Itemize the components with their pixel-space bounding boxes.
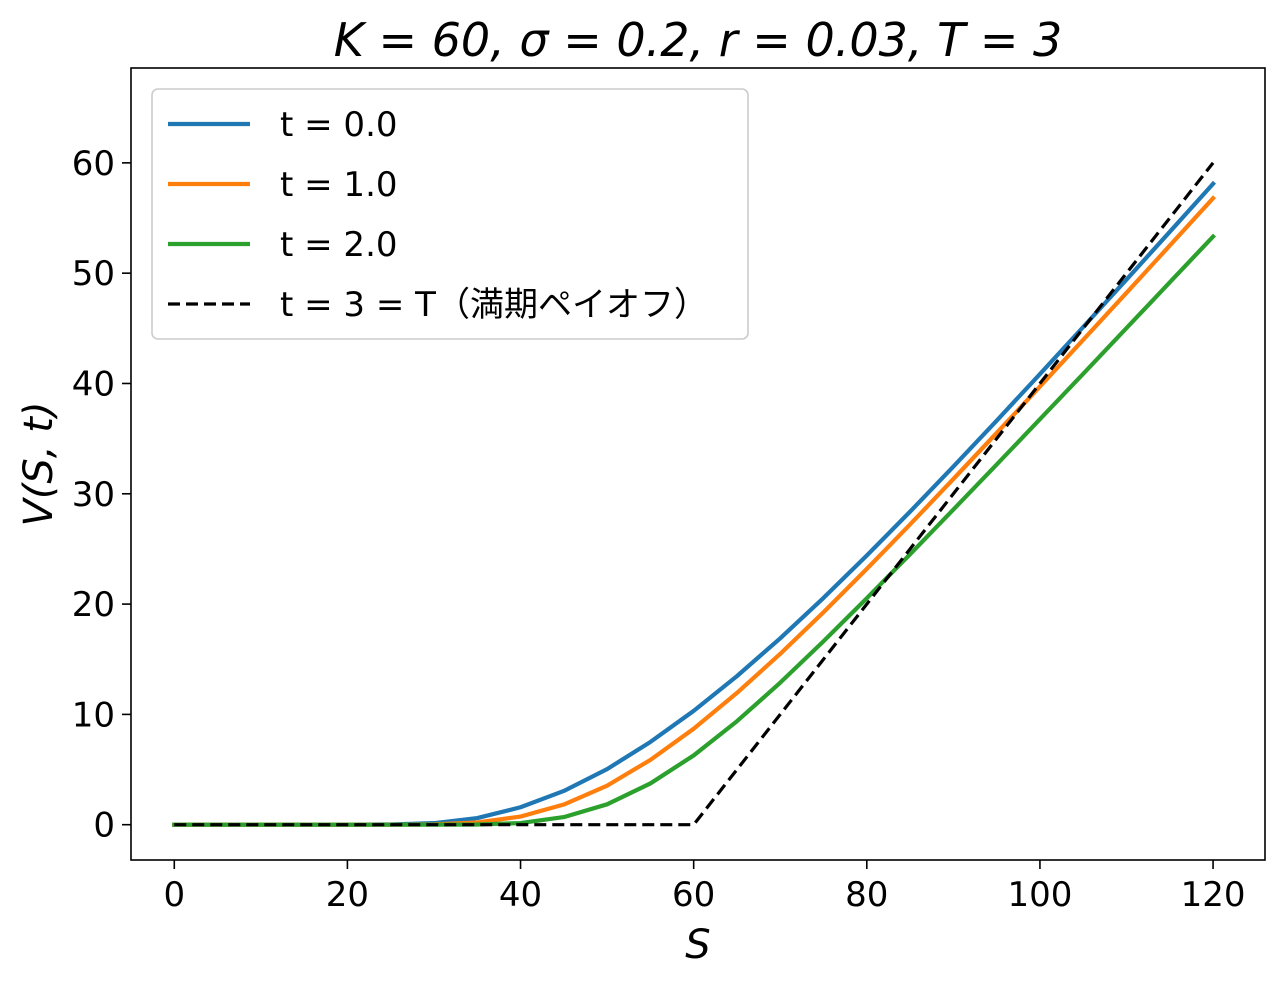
y-tick-label: 0 bbox=[93, 806, 115, 846]
x-axis-label: S bbox=[685, 922, 710, 968]
legend-label: t = 0.0 bbox=[280, 105, 398, 145]
y-tick-label: 50 bbox=[72, 254, 115, 294]
x-tick-label: 0 bbox=[163, 875, 185, 915]
y-axis-label: V(S, t) bbox=[16, 401, 62, 526]
x-axis: 0 20 40 60 80 100 120 bbox=[163, 860, 1246, 915]
legend-label: t = 1.0 bbox=[280, 165, 398, 205]
y-tick-label: 30 bbox=[72, 475, 115, 515]
x-tick-label: 60 bbox=[672, 875, 715, 915]
legend: t = 0.0 t = 1.0 t = 2.0 t = 3 = T（満期ペイオフ） bbox=[151, 88, 749, 340]
y-axis: 0 10 20 30 40 50 60 bbox=[72, 144, 131, 846]
chart-title: K = 60, σ = 0.2, r = 0.03, T = 3 bbox=[334, 13, 1063, 67]
x-tick-label: 100 bbox=[1007, 875, 1072, 915]
y-tick-label: 60 bbox=[72, 144, 115, 184]
x-tick-label: 20 bbox=[326, 875, 369, 915]
plot-frame bbox=[130, 67, 1266, 861]
series-line-4 bbox=[174, 161, 1215, 827]
legend-box bbox=[151, 88, 749, 340]
plot-area bbox=[172, 161, 1217, 827]
y-tick-label: 20 bbox=[72, 585, 115, 625]
legend-label: t = 2.0 bbox=[280, 225, 398, 265]
y-tick-label: 10 bbox=[72, 695, 115, 735]
x-tick-label: 80 bbox=[845, 875, 888, 915]
x-tick-label: 40 bbox=[499, 875, 542, 915]
x-tick-label: 120 bbox=[1181, 875, 1246, 915]
y-tick-label: 40 bbox=[72, 364, 115, 404]
legend-label: t = 3 = T（満期ペイオフ） bbox=[280, 285, 708, 325]
